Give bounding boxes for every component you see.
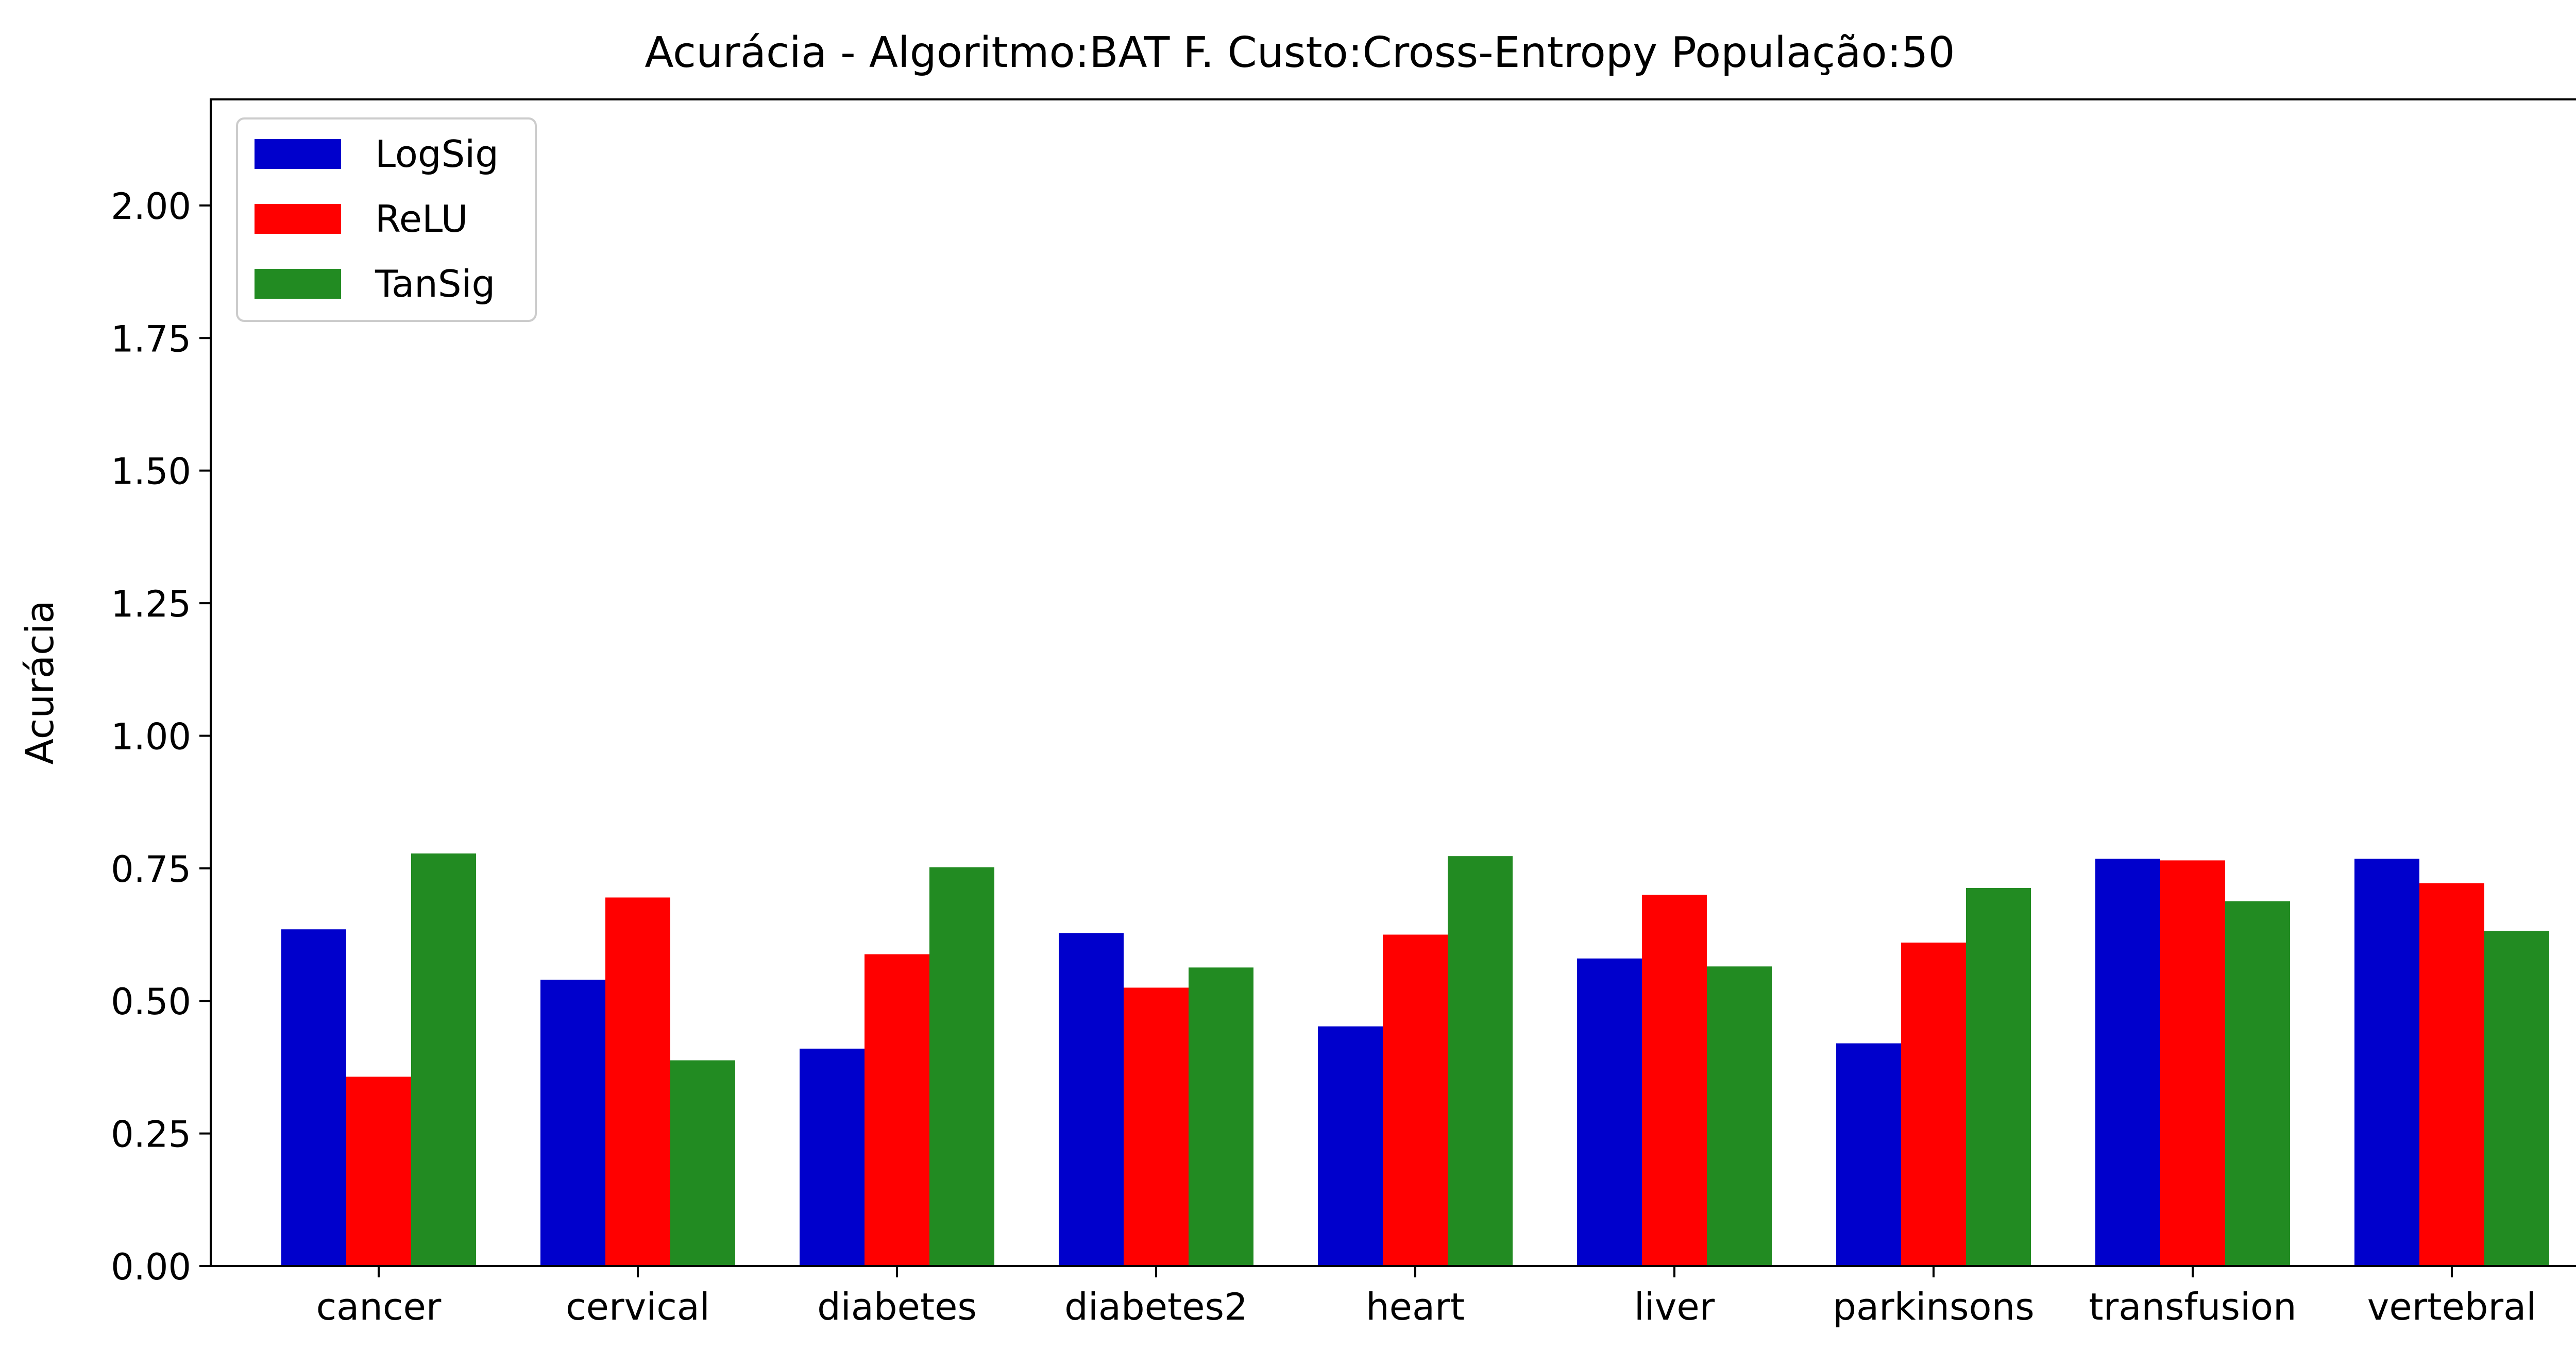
bar-relu-diabetes xyxy=(865,954,929,1266)
bar-relu-cervical xyxy=(605,897,670,1266)
bar-tansig-heart xyxy=(1448,856,1513,1266)
x-tick-label-liver: liver xyxy=(1634,1285,1715,1328)
x-axis-ticks: cancer cervical diabetes diabetes2 heart live… xyxy=(316,1266,2536,1328)
y-axis-label: Acurácia xyxy=(18,600,62,764)
x-tick-label-vertebral: vertebral xyxy=(2367,1285,2536,1328)
bar-tansig-liver xyxy=(1707,966,1772,1266)
bar-tansig-diabetes2 xyxy=(1189,967,1253,1266)
legend-swatch-tansig xyxy=(255,269,341,299)
bar-tansig-cervical xyxy=(670,1060,735,1266)
y-axis-ticks: 0.00 0.25 0.50 0.75 1.00 1.25 1.50 1.75 2.00 xyxy=(111,185,211,1288)
bar-tansig-vertebral xyxy=(2484,931,2549,1266)
legend-swatch-relu xyxy=(255,204,341,234)
y-tick-label: 0.50 xyxy=(111,981,191,1023)
bar-relu-liver xyxy=(1642,895,1707,1266)
x-tick-label-cancer: cancer xyxy=(316,1285,442,1328)
bar-relu-vertebral xyxy=(2419,883,2484,1266)
chart-title: Acurácia - Algoritmo:BAT F. Custo:Cross-… xyxy=(645,28,1955,77)
legend-swatch-logsig xyxy=(255,139,341,169)
bar-logsig-transfusion xyxy=(2095,859,2160,1266)
x-tick-label-heart: heart xyxy=(1366,1285,1465,1328)
x-tick-label-diabetes: diabetes xyxy=(817,1285,977,1328)
bar-logsig-cancer xyxy=(281,929,346,1266)
y-tick-label: 2.00 xyxy=(111,185,191,228)
y-tick-label: 1.50 xyxy=(111,451,191,493)
bar-logsig-cervical xyxy=(540,980,605,1266)
x-tick-label-transfusion: transfusion xyxy=(2089,1285,2296,1328)
bars-group xyxy=(281,853,2549,1266)
legend-label-logsig: LogSig xyxy=(375,132,499,176)
y-tick-label: 1.25 xyxy=(111,583,191,625)
bar-relu-transfusion xyxy=(2160,860,2225,1266)
legend-label-tansig: TanSig xyxy=(375,262,495,305)
bar-relu-cancer xyxy=(346,1076,411,1266)
bar-logsig-heart xyxy=(1318,1026,1383,1266)
bar-logsig-diabetes xyxy=(800,1048,865,1266)
x-tick-label-cervical: cervical xyxy=(566,1285,710,1328)
x-tick-label-diabetes2: diabetes2 xyxy=(1064,1285,1248,1328)
y-tick-label: 1.75 xyxy=(111,318,191,360)
bar-logsig-parkinsons xyxy=(1836,1043,1901,1266)
y-tick-label: 0.75 xyxy=(111,848,191,891)
y-tick-label: 0.25 xyxy=(111,1114,191,1156)
bar-tansig-diabetes xyxy=(929,867,994,1266)
y-tick-label: 1.00 xyxy=(111,715,191,758)
bar-logsig-vertebral xyxy=(2354,859,2419,1266)
legend-label-relu: ReLU xyxy=(375,197,468,241)
bar-logsig-diabetes2 xyxy=(1059,933,1124,1266)
bar-tansig-parkinsons xyxy=(1966,887,2031,1266)
legend: LogSig ReLU TanSig xyxy=(236,117,537,322)
bar-logsig-liver xyxy=(1577,958,1642,1266)
bar-relu-heart xyxy=(1383,934,1448,1266)
x-tick-label-parkinsons: parkinsons xyxy=(1833,1285,2034,1328)
bar-relu-parkinsons xyxy=(1901,942,1966,1266)
plot-frame xyxy=(210,98,2576,1267)
bar-tansig-cancer xyxy=(411,853,476,1266)
y-tick-label: 0.00 xyxy=(111,1246,191,1288)
bar-relu-diabetes2 xyxy=(1124,987,1189,1266)
bar-tansig-transfusion xyxy=(2225,901,2290,1266)
